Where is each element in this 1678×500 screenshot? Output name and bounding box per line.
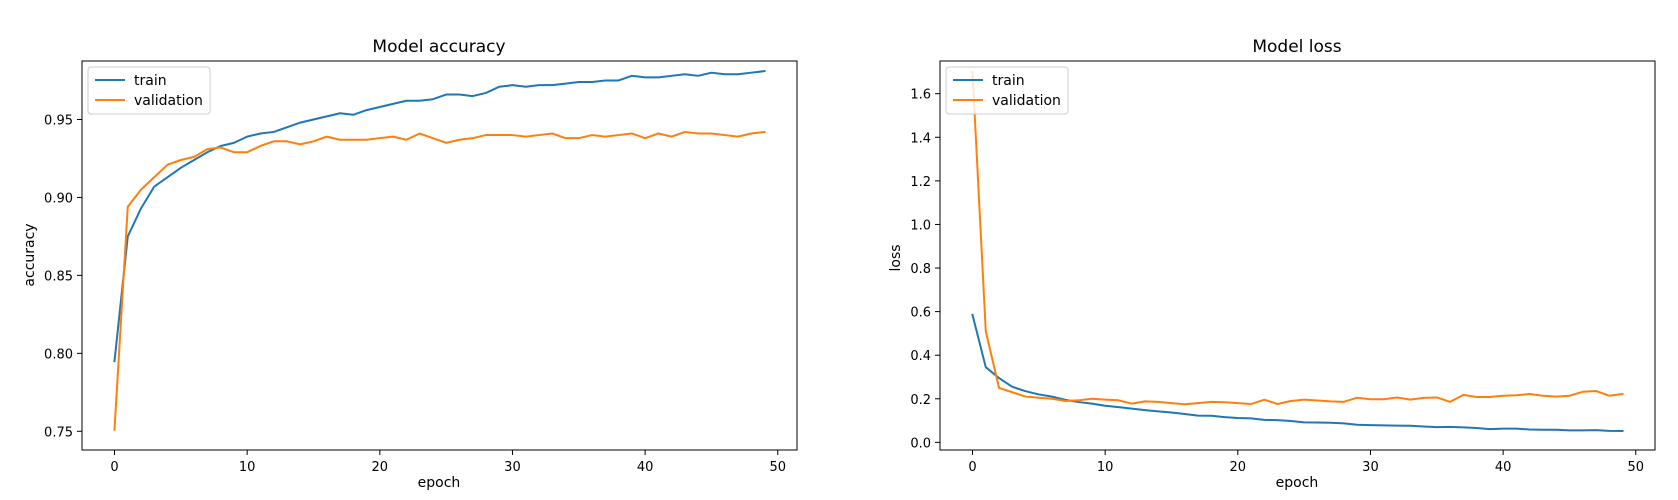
- loss-axes-frame: [939, 60, 1656, 451]
- loss-chart-title: Model loss: [1252, 37, 1341, 57]
- loss-y-tick-label: 1.4: [910, 131, 931, 146]
- loss-x-tick-label: 40: [1495, 460, 1512, 475]
- loss-y-tick-label: 1.2: [910, 175, 931, 190]
- accuracy-legend-validation-label: validation: [134, 93, 203, 109]
- loss-y-tick-label: 0.4: [910, 349, 931, 364]
- accuracy-axes-frame: [81, 60, 798, 451]
- loss-train-line: [971, 313, 1624, 433]
- accuracy-series-layer: [113, 70, 766, 431]
- accuracy-train-line: [113, 70, 766, 363]
- loss-y-tick-label: 0.2: [910, 393, 931, 408]
- accuracy-y-tick-label: 0.75: [44, 425, 73, 440]
- accuracy-y-tick-label: 0.85: [44, 269, 73, 284]
- accuracy-subplot: Model accuracy epoch accuracy 0 10 20 30 40 5…: [22, 37, 798, 491]
- loss-subplot: Model loss epoch loss 0 10 20 30 40 500.00.20…: [888, 37, 1656, 491]
- accuracy-legend-box: [87, 66, 211, 115]
- accuracy-y-tick-label: 0.80: [44, 347, 73, 362]
- accuracy-x-tick-label: 0: [110, 460, 118, 475]
- loss-x-tick-label: 10: [1097, 460, 1114, 475]
- accuracy-legend: train validation: [87, 66, 211, 115]
- loss-x-tick-label: 50: [1627, 460, 1644, 475]
- loss-y-tick-label: 1.0: [910, 218, 931, 233]
- loss-legend-box: [945, 66, 1069, 115]
- accuracy-y-tick-label: 0.95: [44, 113, 73, 128]
- accuracy-chart-title: Model accuracy: [372, 37, 505, 57]
- loss-legend-train-label: train: [992, 73, 1025, 89]
- loss-legend-validation-label: validation: [992, 93, 1061, 109]
- accuracy-ticks-layer: 0 10 20 30 40 50 0.75 0.80 0.85 0.90 0.95: [44, 113, 786, 475]
- loss-series-layer: [971, 70, 1624, 433]
- loss-legend: train validation: [945, 66, 1069, 115]
- accuracy-x-tick-label: 10: [239, 460, 256, 475]
- loss-y-tick-label: 0.0: [910, 436, 931, 451]
- accuracy-y-axis-label: accuracy: [22, 223, 38, 286]
- accuracy-x-axis-label: epoch: [418, 475, 461, 491]
- loss-x-tick-label: 20: [1230, 460, 1247, 475]
- loss-validation-line: [971, 70, 1624, 406]
- loss-ticks-layer: 0 10 20 30 40 50 0.0 0.2 0.4 0.6 0.8 1.0 1.2 1.4 1.6: [910, 88, 1644, 475]
- accuracy-legend-train-label: train: [134, 73, 167, 89]
- accuracy-x-tick-label: 40: [637, 460, 654, 475]
- loss-y-tick-label: 1.6: [910, 88, 931, 103]
- loss-x-tick-label: 30: [1362, 460, 1379, 475]
- loss-x-tick-label: 0: [968, 460, 976, 475]
- loss-y-tick-label: 0.8: [910, 262, 931, 277]
- loss-y-tick-label: 0.6: [910, 306, 931, 321]
- accuracy-x-tick-label: 20: [372, 460, 389, 475]
- loss-x-axis-label: epoch: [1276, 475, 1319, 491]
- accuracy-x-tick-label: 50: [769, 460, 786, 475]
- accuracy-validation-line: [113, 130, 766, 431]
- loss-y-axis-label: loss: [888, 244, 904, 271]
- accuracy-y-tick-label: 0.90: [44, 191, 73, 206]
- accuracy-x-tick-label: 30: [504, 460, 521, 475]
